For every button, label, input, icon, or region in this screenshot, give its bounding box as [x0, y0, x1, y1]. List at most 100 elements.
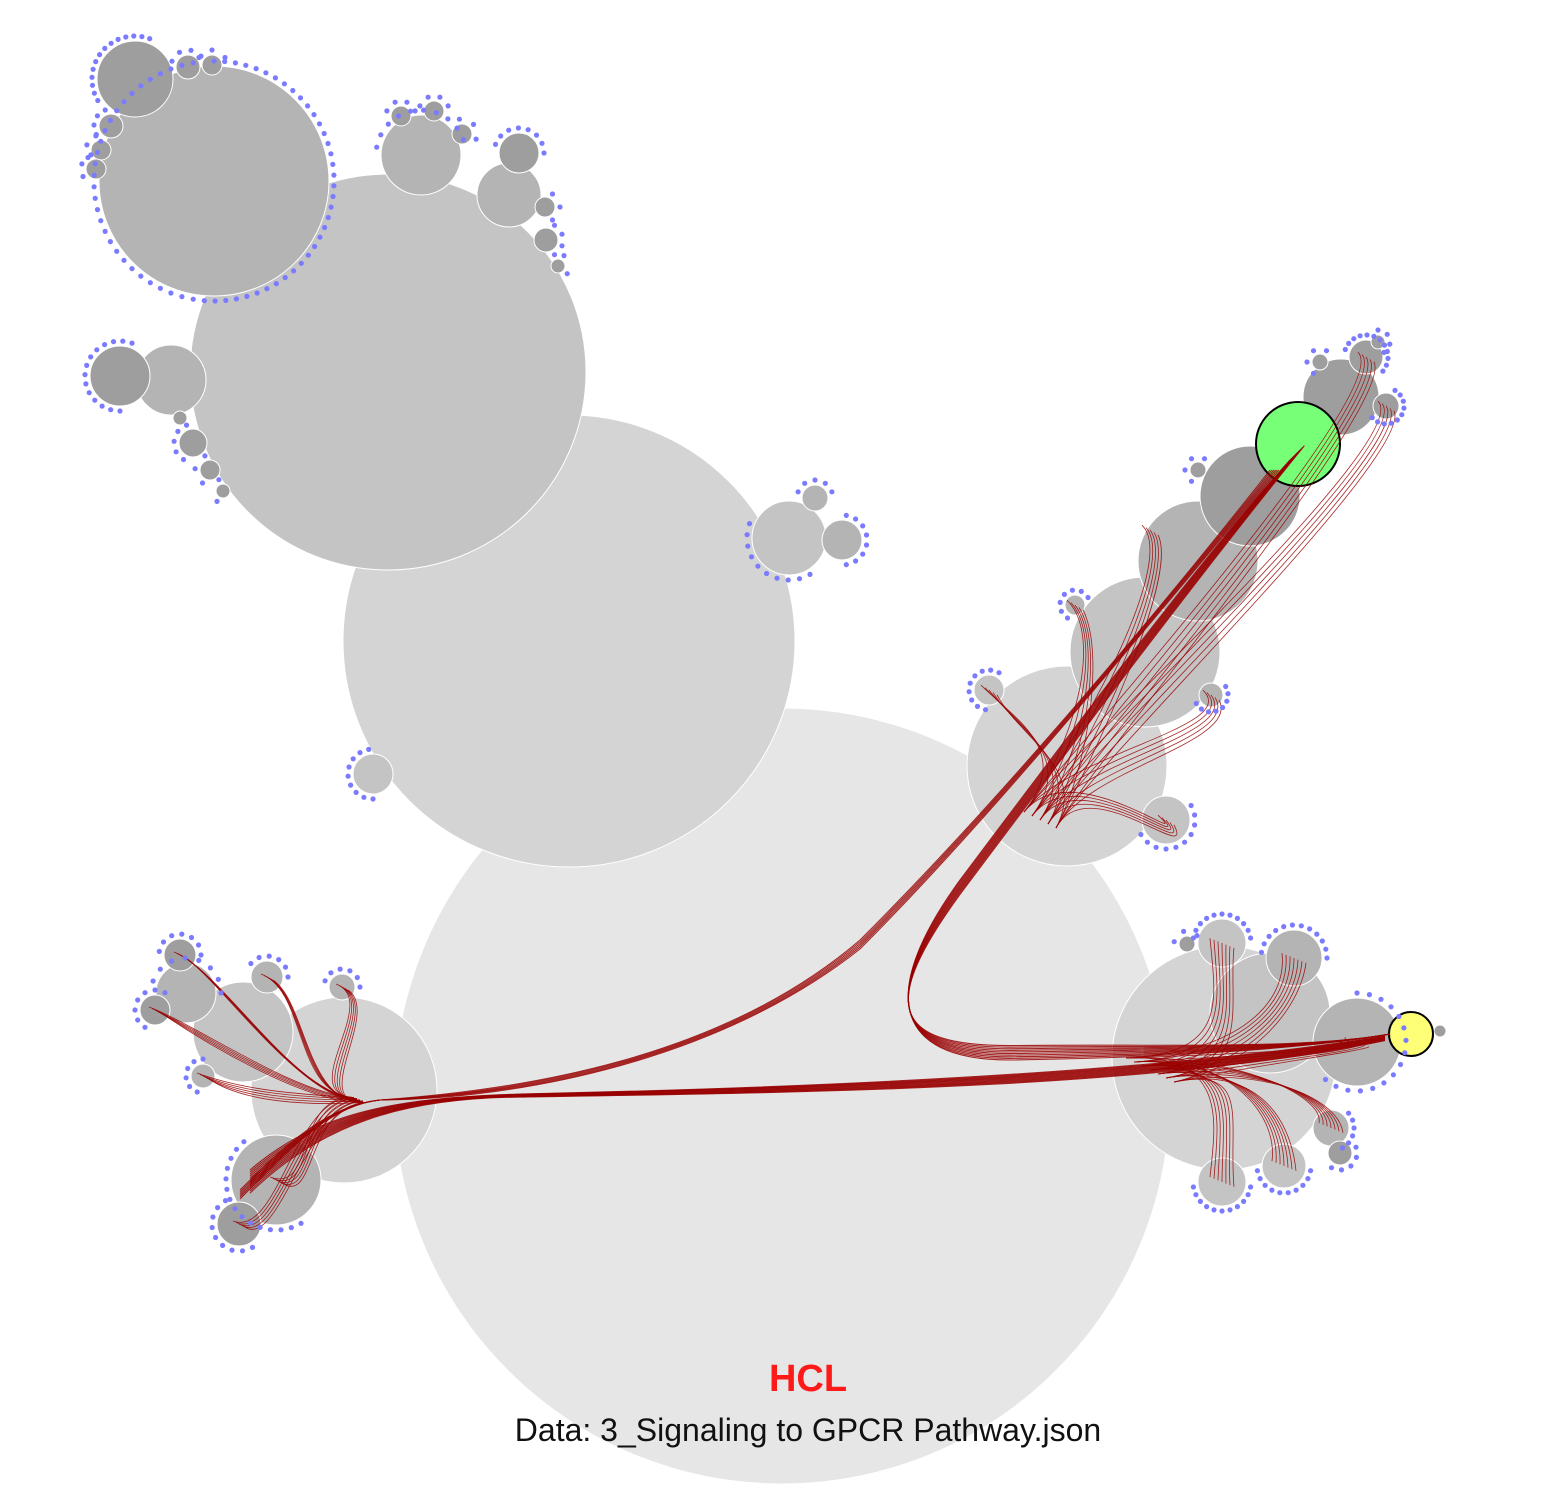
leaf-node: [744, 532, 750, 538]
leaf-node: [1261, 941, 1267, 947]
edge: [160, 1012, 367, 1103]
leaf-node: [1380, 368, 1386, 374]
leaf-node: [328, 970, 334, 976]
leaf-node: [1381, 349, 1387, 355]
leaf-node: [1345, 1087, 1351, 1093]
edge: [1031, 527, 1153, 817]
leaf-node: [1197, 921, 1203, 927]
edge: [154, 1009, 361, 1101]
leaf-node: [1402, 1050, 1408, 1056]
leaf-node: [325, 140, 331, 147]
leaf-node: [1069, 587, 1075, 593]
leaf-node: [1293, 1187, 1299, 1193]
leaf-node: [525, 127, 531, 133]
leaf-node: [254, 290, 260, 296]
leaf-node: [1269, 1187, 1275, 1193]
cluster-tr-a: [498, 132, 540, 174]
leaf-node: [92, 195, 98, 201]
leaf-node: [91, 184, 97, 190]
leaf-node: [1163, 846, 1169, 852]
leaf-node: [99, 403, 105, 409]
leaf-node: [1138, 831, 1144, 838]
leaf-node: [239, 1248, 246, 1254]
edge: [1141, 1064, 1281, 1165]
leaf-node: [1182, 839, 1188, 845]
leaf-node: [972, 673, 978, 679]
leaf-node: [1304, 359, 1310, 365]
leaf-node: [1381, 1080, 1387, 1086]
edge: [1047, 408, 1392, 825]
leaf-node: [84, 142, 90, 148]
leaf-node: [244, 293, 250, 299]
cluster-ur-10: [1189, 461, 1207, 479]
leaf-node: [384, 108, 390, 114]
leaf-node: [1381, 421, 1387, 427]
leaf-node: [1193, 700, 1199, 707]
leaf-node: [108, 407, 114, 413]
leaf-node: [1387, 341, 1393, 347]
leaf-node: [1300, 1182, 1306, 1188]
leaf-node: [209, 47, 215, 53]
cluster-ml-c: [178, 428, 208, 458]
leaf-node: [559, 243, 565, 249]
leaf-node: [190, 296, 196, 302]
leaf-node: [317, 234, 323, 240]
leaf-node: [559, 231, 565, 237]
leaf-node: [305, 252, 311, 258]
leaf-node: [272, 75, 278, 81]
edge: [1039, 799, 1172, 831]
leaf-node: [232, 1206, 238, 1212]
leaf-node: [1354, 990, 1360, 996]
leaf-node: [135, 997, 141, 1003]
leaf-node: [129, 340, 135, 346]
edge: [1125, 1057, 1273, 1162]
edge: [1133, 939, 1218, 1063]
leaf-node: [199, 480, 206, 486]
leaf-node: [764, 570, 770, 577]
leaf-node: [222, 58, 228, 65]
leaf-node: [1190, 1184, 1196, 1190]
leaf-node: [249, 1244, 256, 1250]
leaf-node: [228, 1155, 234, 1161]
leaf-node: [142, 990, 148, 996]
leaf-node: [1381, 342, 1388, 348]
leaf-node: [506, 127, 512, 133]
leaf-node: [357, 750, 363, 756]
leaf-node: [97, 52, 103, 58]
leaf-node: [102, 342, 108, 348]
leaf-node: [1192, 822, 1198, 828]
leaf-node: [183, 1075, 189, 1081]
leaf-node: [328, 151, 334, 157]
edge: [202, 1075, 361, 1101]
leaf-node: [147, 280, 153, 286]
edge: [1133, 1061, 1277, 1163]
leaf-node: [1342, 346, 1348, 353]
leaf-node: [1245, 1192, 1251, 1198]
leaf-node: [541, 150, 547, 156]
edge: [1173, 1078, 1297, 1171]
leaf-node: [322, 224, 328, 231]
edge: [1023, 351, 1362, 813]
leaf-node: [171, 438, 177, 444]
leaf-node: [966, 689, 972, 695]
leaf-node: [331, 172, 337, 178]
leaf-node: [135, 1017, 141, 1023]
leaf-node: [263, 70, 269, 76]
leaf-node: [1384, 331, 1390, 337]
leaf-node: [445, 103, 451, 109]
leaf-node: [982, 707, 989, 713]
edge: [1039, 604, 1089, 821]
leaf-node: [1220, 704, 1226, 711]
leaf-node: [392, 99, 398, 105]
leaf-node: [233, 296, 239, 302]
leaf-node: [298, 1220, 304, 1226]
cluster-tr: [476, 162, 542, 228]
leaf-node: [1319, 938, 1325, 944]
leaf-node: [80, 173, 86, 180]
edge: [148, 1006, 355, 1098]
leaf-node: [162, 990, 168, 996]
leaf-node: [89, 82, 96, 88]
leaf-node: [1227, 912, 1233, 918]
leaf-node: [1171, 939, 1177, 945]
